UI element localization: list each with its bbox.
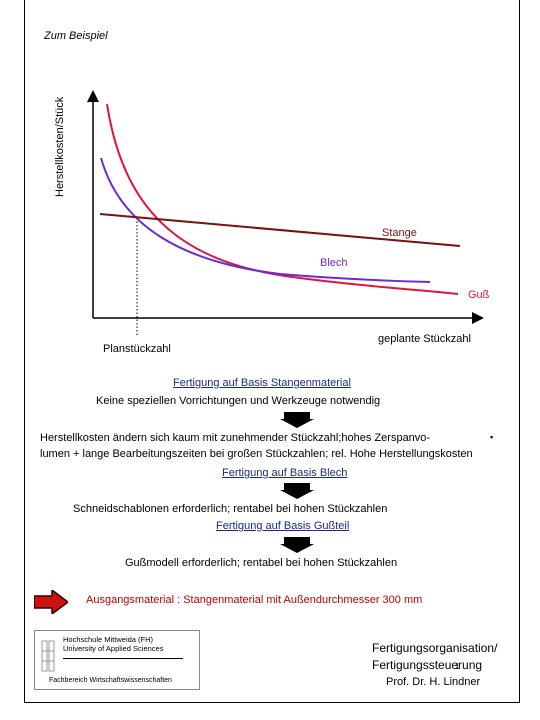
section-title-guss: Fertigung auf Basis Gußteil [216,520,350,532]
department-text: Fachbereich Wirtschaftswissenschaften [49,677,172,684]
x-axis-label: geplante Stückzahl [378,333,471,345]
label-stange: Stange [382,227,417,239]
divider [63,658,183,659]
section-title-blech: Fertigung auf Basis Blech [222,467,348,479]
curve-blech [100,157,431,283]
page-number: 1 [455,662,460,671]
section-text-stange: Keine speziellen Vorrichtungen und Werkz… [96,395,381,407]
school-line-1: Hochschule Mittweida (FH) [63,635,154,644]
course-line-1: Fertigungsorganisation/ [372,641,498,655]
curve-stange [99,213,461,247]
right-arrow-icon [34,590,68,614]
label-guss: Guß [468,289,490,301]
down-arrow-icon [280,412,314,428]
down-arrow-icon [280,483,314,499]
bullet-mark: ▪ [490,432,494,442]
conclusion-text: Ausgangsmaterial : Stangenmaterial mit A… [86,594,423,606]
section-title-stange: Fertigung auf Basis Stangenmaterial [173,377,351,389]
down-arrow-icon [280,537,314,553]
professor-name: Prof. Dr. H. Lindner [386,676,481,688]
course-title: Fertigungsorganisation/ Fertigungssteuer… [372,640,497,674]
school-logo-icon [41,640,55,672]
school-name: Hochschule Mittweida (FH) University of … [63,635,163,653]
curve-guss [106,103,459,295]
planstueckzahl-label: Planstückzahl [103,343,171,355]
detail-line-1: Herstellkosten ändern sich kaum mit zune… [40,432,431,444]
label-blech: Blech [320,257,348,269]
school-line-2: University of Applied Sciences [63,644,164,653]
section-text-guss: Gußmodell erforderlich; rentabel bei hoh… [125,557,398,569]
page-frame [24,0,520,703]
school-box: Hochschule Mittweida (FH) University of … [34,630,200,690]
detail-line-2: lumen + lange Bearbeitungszeiten bei gro… [40,448,473,460]
cost-chart: Stange Blech Guß geplante Stückzahl Plan… [87,90,490,355]
intro-text: Zum Beispiel [44,30,108,42]
section-text-blech: Schneidschablonen erforderlich; rentabel… [73,503,388,515]
course-line-2: Fertigungssteuerung [372,658,483,672]
